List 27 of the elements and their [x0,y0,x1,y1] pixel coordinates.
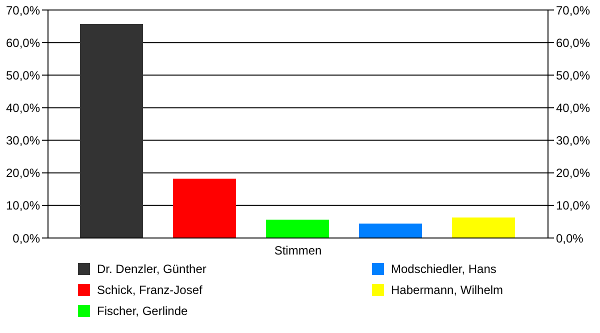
bar [266,220,329,238]
text: 10,0% [556,198,590,213]
y-tick-label: 30,0% [6,134,40,148]
y-tick-label: 60,0% [6,36,40,50]
x-tick-label: Stimmen [274,244,322,258]
text: 30,0% [556,134,590,148]
y-tick-label: 50,0% [6,68,40,82]
text: 50,0% [556,68,590,82]
legend-label: Habermann, Wilhelm [391,283,504,297]
y-tick-label: 40,0% [6,100,40,115]
y-tick-label: 70,0% [6,3,40,18]
y-tick-label: 0,0% [12,231,40,246]
bar [452,217,515,238]
text: 40,0% [556,100,590,115]
bar [80,24,143,238]
legend-label: Fischer, Gerlinde [97,304,188,318]
y-tick-label: 10,0% [6,198,40,213]
text: 60,0% [556,36,590,50]
text: 70,0% [556,3,590,18]
text: 20,0% [556,166,590,180]
legend-label: Dr. Denzler, Günther [97,262,206,276]
bar [359,224,422,238]
legend-label: Schick, Franz-Josef [97,283,202,297]
bar [173,178,236,238]
y-tick-label: 20,0% [6,166,40,180]
legend-label: Modschiedler, Hans [391,262,496,276]
text: 0,0% [556,231,584,246]
